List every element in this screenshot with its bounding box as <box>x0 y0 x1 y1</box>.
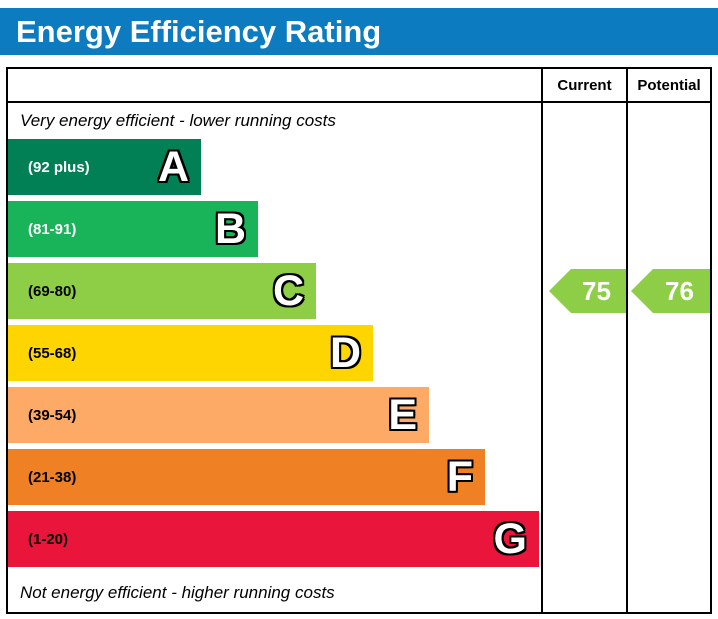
page-title: Energy Efficiency Rating <box>0 8 718 55</box>
bands-column-header <box>8 69 541 103</box>
band-letter: F <box>446 452 473 501</box>
band-bar-e: (39-54) E <box>8 387 429 443</box>
band-letter: D <box>329 328 361 377</box>
band-bar-d: (55-68) D <box>8 325 373 381</box>
band-range-label: (92 plus) <box>28 158 90 176</box>
band-row-c: (69-80) C <box>8 263 541 325</box>
band-row-f: (21-38) F <box>8 449 541 511</box>
bands-column: Very energy efficient - lower running co… <box>8 69 541 612</box>
band-letter: C <box>272 266 304 315</box>
band-bar-c: (69-80) C <box>8 263 316 319</box>
band-range-label: (55-68) <box>28 344 77 362</box>
band-bar-f: (21-38) F <box>8 449 485 505</box>
band-bar-a: (92 plus) A <box>8 139 201 195</box>
band-row-e: (39-54) E <box>8 387 541 449</box>
band-letter: G <box>493 514 527 563</box>
band-row-d: (55-68) D <box>8 325 541 387</box>
band-bar-g: (1-20) G <box>8 511 539 567</box>
band-bar-b: (81-91) B <box>8 201 258 257</box>
bottom-note: Not energy efficient - higher running co… <box>20 582 335 602</box>
potential-column-header: Potential <box>628 69 710 103</box>
current-column: Current <box>541 69 626 612</box>
potential-column: Potential <box>626 69 710 612</box>
top-note: Very energy efficient - lower running co… <box>20 111 336 130</box>
band-range-label: (81-91) <box>28 220 77 238</box>
band-range-label: (39-54) <box>28 406 77 424</box>
band-letter: A <box>157 142 189 191</box>
band-range-label: (69-80) <box>28 282 77 300</box>
band-range-label: (1-20) <box>28 530 69 548</box>
band-row-b: (81-91) B <box>8 201 541 263</box>
energy-rating-chart: Very energy efficient - lower running co… <box>6 67 712 614</box>
chart-grid: Very energy efficient - lower running co… <box>8 69 710 612</box>
current-column-header: Current <box>543 69 626 103</box>
band-letter: B <box>214 204 246 253</box>
band-row-a: (92 plus) A <box>8 139 541 201</box>
band-row-g: (1-20) G <box>8 511 541 573</box>
band-range-label: (21-38) <box>28 468 77 486</box>
potential-rating-value: 76 <box>665 275 694 306</box>
band-letter: E <box>388 390 417 439</box>
current-rating-value: 75 <box>582 275 611 306</box>
